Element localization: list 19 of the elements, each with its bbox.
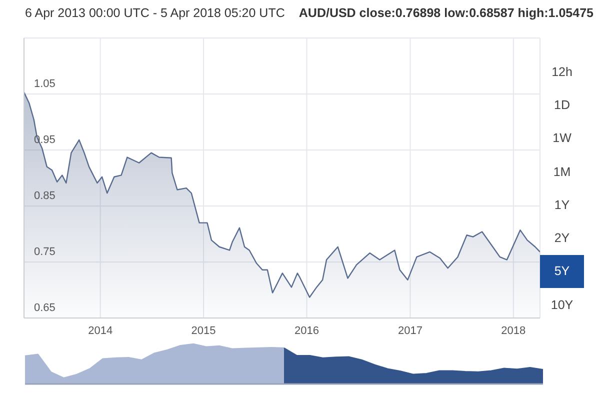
text: 1D bbox=[553, 96, 571, 114]
chart-subtitle: AUD/USD close:0.76898 low:0.68587 high:1.05475 bbox=[298, 6, 594, 20]
text: 10Y bbox=[550, 296, 574, 314]
chart-title: 6 Apr 2013 00:00 UTC - 5 Apr 2018 05:20 UTC bbox=[25, 6, 285, 20]
y-tick-label: 0.65 bbox=[34, 302, 56, 314]
y-tick-label: 0.85 bbox=[34, 190, 56, 202]
y-tick-label: 1.05 bbox=[34, 78, 56, 90]
text: 2Y bbox=[553, 230, 571, 248]
x-tick-label: 2017 bbox=[398, 324, 422, 337]
text: 1W bbox=[552, 130, 572, 148]
y-tick-label: 0.75 bbox=[34, 246, 56, 258]
text: 12h bbox=[550, 64, 574, 81]
text: 1M bbox=[552, 164, 572, 181]
text: 5Y bbox=[540, 254, 584, 288]
text: 1Y bbox=[553, 196, 571, 214]
x-tick-label: 2018 bbox=[501, 324, 526, 337]
x-tick-label: 2015 bbox=[191, 324, 216, 337]
x-tick-label: 2014 bbox=[88, 324, 113, 337]
x-tick-label: 2016 bbox=[294, 324, 319, 337]
